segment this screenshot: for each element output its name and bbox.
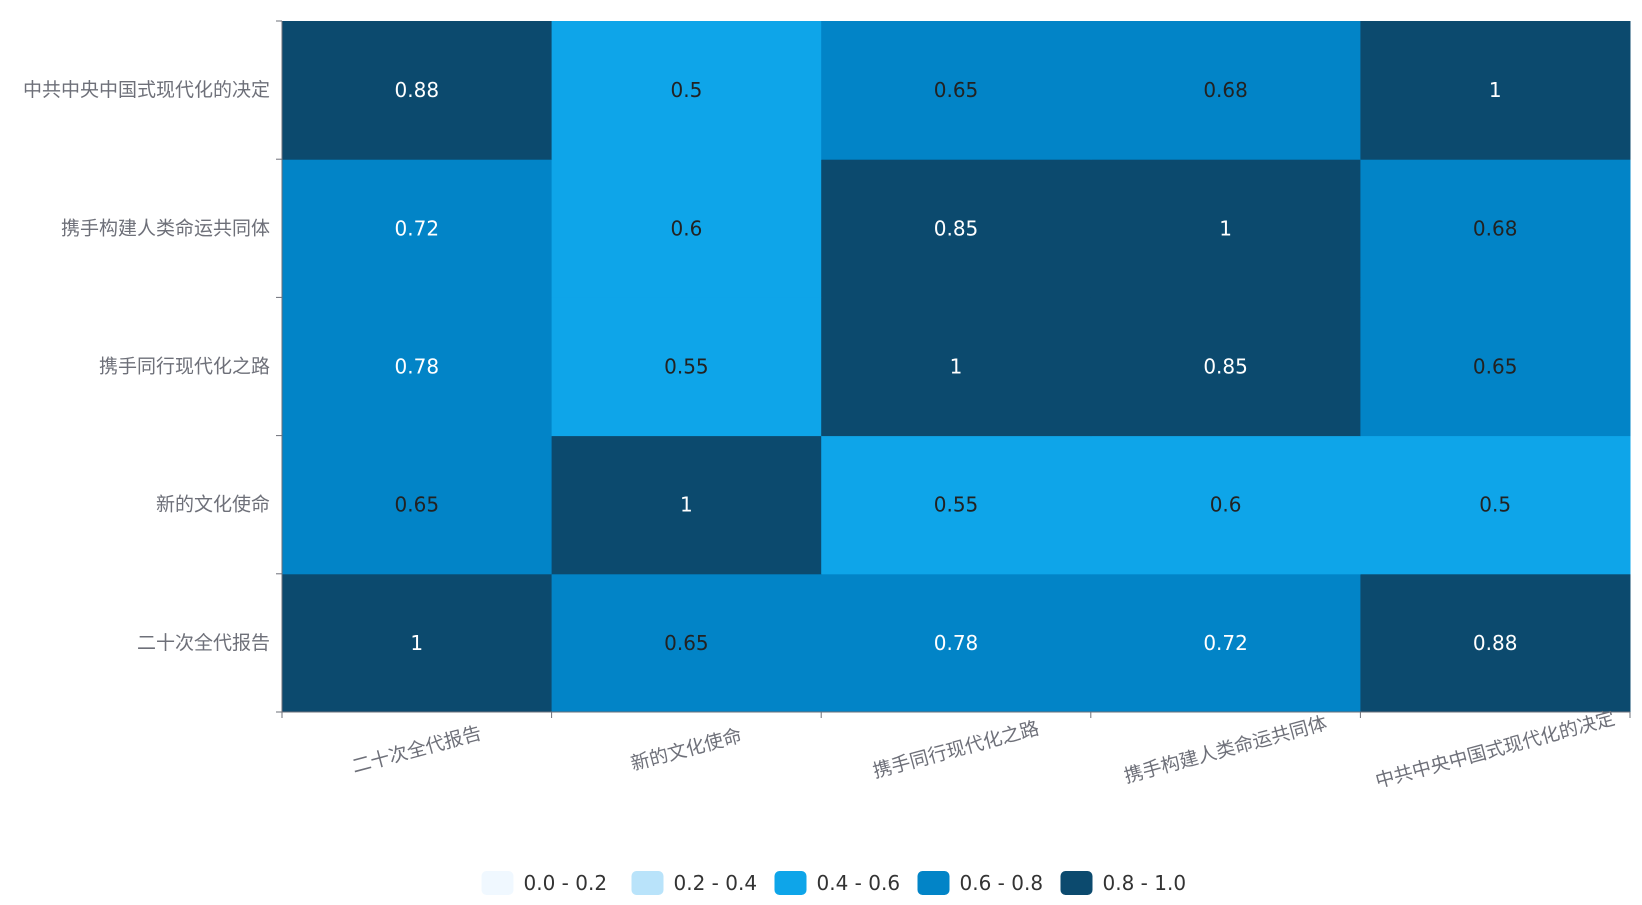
heatmap-cell[interactable] bbox=[282, 21, 553, 160]
cell-value-label: 1 bbox=[1219, 216, 1232, 240]
y-axis-tick-label: 中共中央中国式现代化的决定 bbox=[23, 79, 270, 101]
cell-value-label: 0.85 bbox=[934, 216, 979, 240]
heatmap-cell[interactable] bbox=[282, 435, 553, 575]
heatmap-cell[interactable] bbox=[821, 21, 1092, 160]
legend-swatch[interactable] bbox=[631, 871, 664, 895]
cell-value-label: 0.6 bbox=[1210, 493, 1242, 517]
heatmap-cell-labels: 1 0.65 0.78 0.72 0.88 0.65 1 0.55 0.6 0.5 0.78 0.55… bbox=[395, 78, 1518, 655]
cell-value-label: 0.78 bbox=[934, 631, 979, 655]
cell-value-label: 0.65 bbox=[1473, 355, 1518, 379]
heatmap-cell[interactable] bbox=[1090, 297, 1361, 437]
legend-item[interactable]: 0.6 - 0.8 bbox=[917, 871, 1044, 895]
legend-label: 0.8 - 1.0 bbox=[1103, 871, 1187, 895]
heatmap-cell[interactable] bbox=[821, 297, 1092, 437]
cell-value-label: 0.72 bbox=[1203, 631, 1248, 655]
heatmap-cell[interactable] bbox=[1090, 21, 1361, 160]
heatmap-cell[interactable] bbox=[821, 159, 1092, 298]
legend-label: 0.0 - 0.2 bbox=[524, 871, 608, 895]
cell-value-label: 0.5 bbox=[670, 78, 702, 102]
y-axis-tick-label: 新的文化使命 bbox=[156, 494, 270, 516]
cell-value-label: 0.78 bbox=[395, 355, 440, 379]
cell-value-label: 0.85 bbox=[1203, 355, 1248, 379]
x-axis-tick-label: 携手同行现代化之路 bbox=[871, 717, 1042, 783]
heatmap-cell[interactable] bbox=[282, 159, 553, 298]
cell-value-label: 1 bbox=[410, 631, 423, 655]
heatmap-cell[interactable] bbox=[1090, 573, 1361, 713]
y-axis-tick-label: 携手同行现代化之路 bbox=[99, 356, 270, 378]
cell-value-label: 0.55 bbox=[664, 355, 709, 379]
x-axis-tick-label: 携手构建人类命运共同体 bbox=[1122, 712, 1330, 787]
cell-value-label: 0.65 bbox=[395, 493, 440, 517]
legend-item[interactable]: 0.8 - 1.0 bbox=[1060, 871, 1187, 895]
heatmap-cell[interactable] bbox=[551, 159, 822, 298]
legend-swatch[interactable] bbox=[774, 871, 807, 895]
heatmap-cell[interactable] bbox=[821, 435, 1092, 575]
cell-value-label: 0.68 bbox=[1203, 78, 1248, 102]
cell-value-label: 0.6 bbox=[670, 216, 702, 240]
x-axis-tick-label: 中共中央中国式现代化的决定 bbox=[1373, 707, 1617, 792]
heatmap-cell[interactable] bbox=[282, 573, 553, 713]
heatmap-cell[interactable] bbox=[1360, 435, 1631, 575]
legend-swatch[interactable] bbox=[1060, 871, 1093, 895]
legend-item[interactable]: 0.4 - 0.6 bbox=[774, 871, 901, 895]
heatmap-cell[interactable] bbox=[1360, 21, 1631, 160]
legend[interactable]: 0.0 - 0.2 0.2 - 0.4 0.4 - 0.6 0.6 - 0.8 0.8 … bbox=[481, 871, 1187, 895]
legend-label: 0.4 - 0.6 bbox=[817, 871, 901, 895]
heatmap-cell[interactable] bbox=[551, 435, 822, 575]
heatmap-cell[interactable] bbox=[1090, 159, 1361, 298]
heatmap-cell[interactable] bbox=[282, 297, 553, 437]
y-axis-tick-label: 携手构建人类命运共同体 bbox=[61, 217, 270, 239]
cell-value-label: 0.65 bbox=[664, 631, 709, 655]
y-axis-tick-label: 二十次全代报告 bbox=[137, 632, 270, 654]
x-axis-tick-label: 新的文化使命 bbox=[628, 725, 744, 776]
x-axis-tick-label: 二十次全代报告 bbox=[350, 722, 484, 778]
legend-swatch[interactable] bbox=[481, 871, 514, 895]
heatmap-cell[interactable] bbox=[1090, 435, 1361, 575]
cell-value-label: 0.55 bbox=[934, 493, 979, 517]
cell-value-label: 1 bbox=[1489, 78, 1502, 102]
heatmap-cell[interactable] bbox=[1360, 573, 1631, 713]
heatmap-cell[interactable] bbox=[551, 297, 822, 437]
legend-label: 0.2 - 0.4 bbox=[674, 871, 758, 895]
heatmap-cell[interactable] bbox=[551, 573, 822, 713]
legend-item[interactable]: 0.2 - 0.4 bbox=[631, 871, 758, 895]
legend-label: 0.6 - 0.8 bbox=[960, 871, 1044, 895]
heatmap-cells bbox=[282, 21, 1631, 713]
cell-value-label: 0.5 bbox=[1479, 493, 1511, 517]
heatmap-cell[interactable] bbox=[551, 21, 822, 160]
heatmap-cell[interactable] bbox=[821, 573, 1092, 713]
heatmap-cell[interactable] bbox=[1360, 297, 1631, 437]
cell-value-label: 0.88 bbox=[1473, 631, 1518, 655]
cell-value-label: 0.72 bbox=[395, 216, 440, 240]
cell-value-label: 0.88 bbox=[395, 78, 440, 102]
cell-value-label: 1 bbox=[680, 493, 693, 517]
cell-value-label: 0.68 bbox=[1473, 216, 1518, 240]
cell-value-label: 1 bbox=[950, 355, 963, 379]
cell-value-label: 0.65 bbox=[934, 78, 979, 102]
heatmap-cell[interactable] bbox=[1360, 159, 1631, 298]
legend-swatch[interactable] bbox=[917, 871, 950, 895]
legend-item[interactable]: 0.0 - 0.2 bbox=[481, 871, 608, 895]
